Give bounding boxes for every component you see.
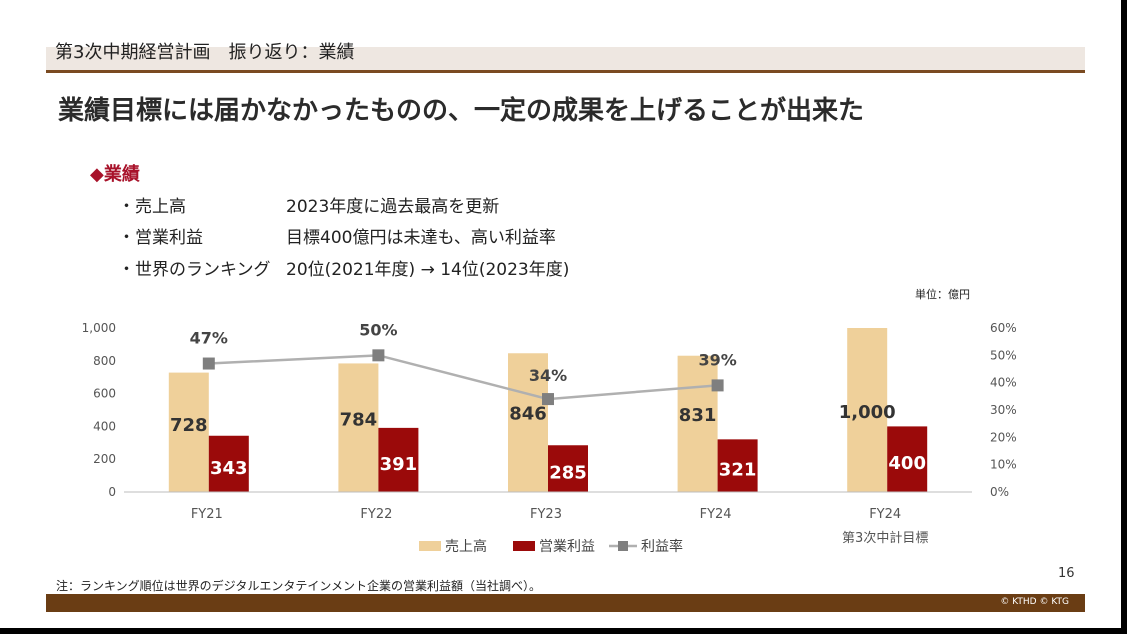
data-label-operating-profit: 343	[210, 458, 248, 479]
bullet-text: 2023年度に過去最高を更新	[286, 197, 500, 217]
point-profit-margin	[711, 379, 724, 392]
legend-swatch-sales	[419, 541, 441, 551]
y-axis-right-tick-label: 20%	[990, 430, 1017, 444]
bullet-label: ・世界のランキング	[118, 260, 271, 280]
legend-swatch-operating-profit	[513, 541, 535, 551]
x-axis-category-label: FY22	[360, 507, 392, 522]
x-axis-category-label: FY21	[191, 507, 223, 522]
bar-operating-profit	[208, 435, 249, 492]
page-headline: 業績目標には届かなかったものの、一定の成果を上げることが出来た	[58, 96, 865, 126]
y-axis-right-tick-label: 30%	[990, 403, 1017, 417]
y-axis-left-tick-label: 800	[93, 354, 116, 368]
data-label-sales: 728	[170, 415, 208, 436]
section-band	[46, 47, 1085, 70]
point-profit-margin	[372, 349, 385, 362]
footer-bar	[46, 594, 1085, 612]
legend-marker-profit-margin	[618, 541, 628, 551]
bullet-world-ranking: ・世界のランキング 20位(2021年度) → 14位(2023年度)	[118, 255, 569, 280]
y-axis-left-tick-label: 1,000	[82, 321, 116, 335]
bar-operating-profit	[887, 426, 928, 492]
data-label-operating-profit: 400	[888, 453, 926, 474]
point-profit-margin	[542, 393, 554, 406]
data-label-operating-profit: 285	[549, 463, 587, 484]
y-axis-right-tick-label: 10%	[990, 458, 1017, 472]
bullet-text: 目標400億円は未達も、高い利益率	[286, 228, 556, 248]
x-axis-category-label: FY24	[700, 507, 732, 522]
bar-sales	[677, 355, 718, 492]
x-axis-category-label: FY23	[530, 507, 562, 522]
bullet-label: ・売上高	[118, 197, 186, 217]
bar-operating-profit	[717, 439, 758, 492]
y-axis-right-tick-label: 0%	[990, 485, 1009, 499]
legend-label-operating-profit: 営業利益	[539, 539, 595, 555]
line-profit-margin	[208, 354, 718, 401]
bar-operating-profit	[378, 427, 419, 492]
legend-label-sales: 売上高	[445, 538, 487, 555]
data-label-profit-margin: 50%	[359, 320, 397, 339]
bar-operating-profit	[548, 445, 588, 492]
bar-sales	[508, 353, 548, 492]
section-divider	[46, 70, 1085, 73]
data-label-operating-profit: 321	[719, 460, 757, 481]
sub-heading: ◆業績	[90, 164, 140, 185]
data-label-sales: 1,000	[839, 402, 896, 423]
data-label-profit-margin: 34%	[529, 366, 567, 385]
x-axis-category-sublabel: 第3次中計目標	[842, 530, 928, 546]
data-label-sales: 784	[340, 409, 378, 430]
data-label-profit-margin: 47%	[190, 329, 228, 348]
bullet-label: ・営業利益	[118, 228, 203, 248]
page-number: 16	[1058, 566, 1075, 581]
bullet-text: 20位(2021年度) → 14位(2023年度)	[286, 260, 570, 280]
bar-sales	[847, 328, 888, 492]
unit-label: 単位：億円	[915, 288, 970, 301]
frame-edge-bottom	[0, 628, 1127, 634]
y-axis-left-tick-label: 0	[108, 485, 116, 499]
copyright: © KTHD © KTG	[1000, 597, 1069, 607]
y-axis-right-tick-label: 60%	[990, 321, 1017, 335]
footnote: 注：ランキング順位は世界のデジタルエンタテインメント企業の営業利益額（当社調べ）…	[56, 579, 542, 593]
bullet-sales: ・売上高 2023年度に過去最高を更新	[118, 192, 499, 217]
data-label-sales: 831	[679, 405, 717, 426]
data-label-operating-profit: 391	[380, 454, 418, 475]
y-axis-right-tick-label: 50%	[990, 348, 1017, 362]
y-axis-left-tick-label: 400	[93, 419, 116, 433]
data-label-profit-margin: 39%	[698, 350, 736, 369]
x-axis-category-label: FY24	[869, 507, 901, 522]
performance-chart: 0 200 400 600 800 1,000 0% 10% 20% 30% 40% 50% 60% 72…	[82, 320, 1017, 555]
y-axis-right-tick-label: 40%	[990, 376, 1017, 390]
frame-edge-right	[1121, 0, 1127, 634]
bullet-operating-profit: ・営業利益 目標400億円は未達も、高い利益率	[118, 223, 556, 248]
point-profit-margin	[202, 357, 215, 370]
section-title: 第3次中期経営計画 振り返り：業績	[55, 42, 355, 63]
y-axis-left-tick-label: 200	[93, 452, 116, 466]
data-label-sales: 846	[509, 404, 547, 425]
y-axis-left-tick-label: 600	[93, 387, 116, 401]
legend-label-profit-margin: 利益率	[641, 538, 683, 555]
bar-sales	[338, 363, 379, 492]
bar-sales	[168, 372, 209, 492]
